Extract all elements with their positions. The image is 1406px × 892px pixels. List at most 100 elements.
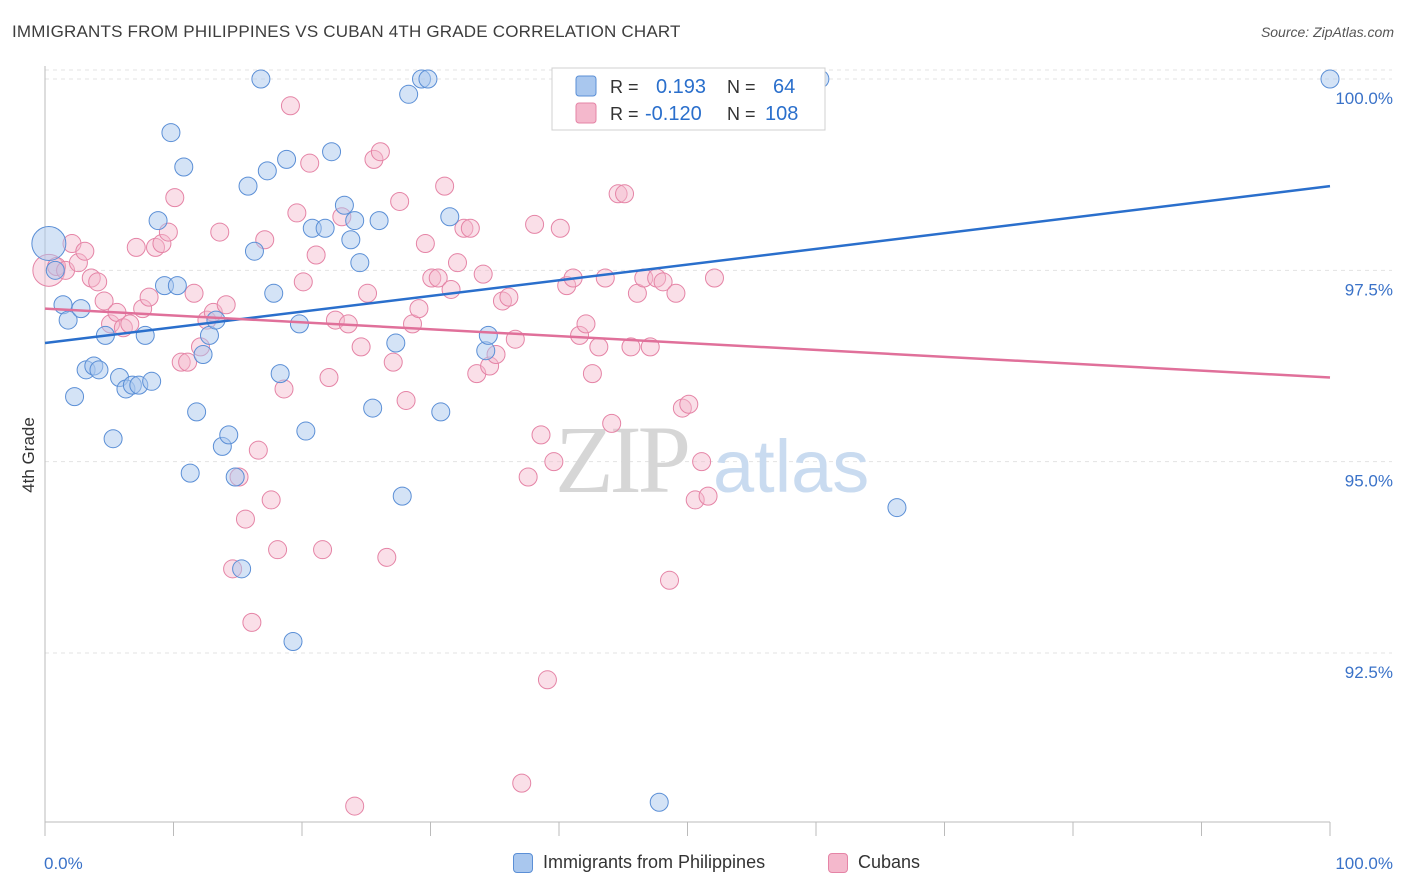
philippines-point: [418, 69, 438, 89]
philippines-point: [238, 176, 258, 196]
cubans-point: [68, 253, 88, 273]
philippines-point: [431, 402, 451, 422]
cubans-point: [287, 203, 307, 223]
stats-pink-n-label: N =: [727, 104, 756, 124]
stats-blue-r-value: 0.193: [656, 76, 706, 98]
cubans-point: [602, 413, 622, 433]
philippines-point: [334, 195, 354, 215]
cubans-point: [216, 295, 236, 315]
philippines-point: [167, 276, 187, 296]
philippines-point: [363, 398, 383, 418]
cubans-point: [75, 241, 95, 261]
axes: 92.5% 95.0% 97.5% 100.0% 0.0% 100.0%: [44, 66, 1393, 873]
philippines-point: [251, 69, 271, 89]
philippines-point: [369, 211, 389, 231]
philippines-point: [232, 559, 252, 579]
philippines-point: [296, 421, 316, 441]
cubans-point: [441, 279, 461, 299]
legend-label-cubans: Cubans: [858, 852, 921, 872]
cubans-point: [544, 452, 564, 472]
cubans-point: [576, 314, 596, 334]
stats-pink-n-value: 108: [765, 103, 798, 125]
cubans-point: [595, 268, 615, 288]
stats-blue-r-label: R =: [610, 77, 639, 97]
philippines-point: [478, 325, 498, 345]
philippines-point: [887, 498, 907, 518]
philippines-point: [45, 260, 65, 280]
cubans-point: [415, 234, 435, 254]
philippines-point: [392, 486, 412, 506]
cubans-point: [235, 509, 255, 529]
cubans-point: [351, 337, 371, 357]
philippines-point: [187, 402, 207, 422]
cubans-point: [698, 486, 718, 506]
cubans-trend-line: [44, 307, 1331, 379]
cubans-point: [370, 142, 390, 162]
bottom-legend: Immigrants from Philippines Cubans: [0, 852, 1406, 878]
philippines-point: [219, 425, 239, 445]
cubans-point: [390, 191, 410, 211]
watermark-atlas: atlas: [713, 425, 869, 508]
cubans-point: [280, 96, 300, 116]
legend-swatch-philippines: [513, 852, 533, 873]
philippines-point: [225, 467, 245, 487]
philippines-points: [31, 69, 1340, 812]
cubans-point: [531, 425, 551, 445]
cubans-point: [550, 218, 570, 238]
cubans-point: [306, 245, 326, 265]
cubans-point: [454, 218, 474, 238]
cubans-point: [152, 234, 172, 254]
legend-item-philippines[interactable]: Immigrants from Philippines: [513, 852, 765, 873]
cubans-point: [473, 264, 493, 284]
philippines-point: [174, 157, 194, 177]
philippines-point: [289, 314, 309, 334]
philippines-point: [31, 226, 67, 262]
cubans-point: [319, 367, 339, 387]
cubans-point: [364, 149, 384, 169]
cubans-point: [518, 467, 538, 487]
source-credit: Source: ZipAtlas.com: [1260, 24, 1394, 40]
cubans-point: [660, 570, 680, 590]
philippines-point: [283, 632, 303, 652]
stats-blue-n-label: N =: [727, 77, 756, 97]
cubans-point: [422, 268, 442, 288]
philippines-point: [277, 149, 297, 169]
philippines-point: [244, 241, 264, 261]
philippines-point: [440, 207, 460, 227]
cubans-point: [293, 272, 313, 292]
philippines-point: [206, 310, 226, 330]
cubans-point: [615, 184, 635, 204]
philippines-point: [1320, 69, 1340, 89]
x-tick-label: 0.0%: [44, 854, 83, 873]
cubans-point: [435, 176, 455, 196]
cubans-point: [268, 540, 288, 560]
cubans-point: [242, 612, 262, 632]
cubans-point: [666, 283, 686, 303]
philippines-point: [89, 360, 109, 380]
stats-blue-swatch: [575, 75, 597, 97]
trend-lines: [44, 184, 1331, 379]
cubans-point: [171, 352, 191, 372]
watermark: ZIP atlas: [555, 406, 869, 513]
philippines-point: [386, 333, 406, 353]
cubans-point: [537, 670, 557, 690]
cubans-point: [377, 547, 397, 567]
philippines-point: [193, 345, 213, 365]
cubans-point: [685, 490, 705, 510]
y-tick-label: 97.5%: [1345, 280, 1393, 299]
cubans-point: [345, 796, 365, 816]
cubans-point: [120, 314, 140, 334]
cubans-point: [178, 352, 198, 372]
legend-item-cubans[interactable]: Cubans: [828, 852, 920, 873]
y-tick-label: 95.0%: [1345, 472, 1393, 491]
philippines-point: [180, 463, 200, 483]
philippines-point: [345, 211, 365, 231]
cubans-point: [313, 540, 333, 560]
philippines-point: [148, 211, 168, 231]
cubans-point: [248, 440, 268, 460]
cubans-point: [358, 283, 378, 303]
cubans-point: [428, 268, 448, 288]
cubans-point: [409, 299, 429, 319]
cubans-point: [261, 490, 281, 510]
